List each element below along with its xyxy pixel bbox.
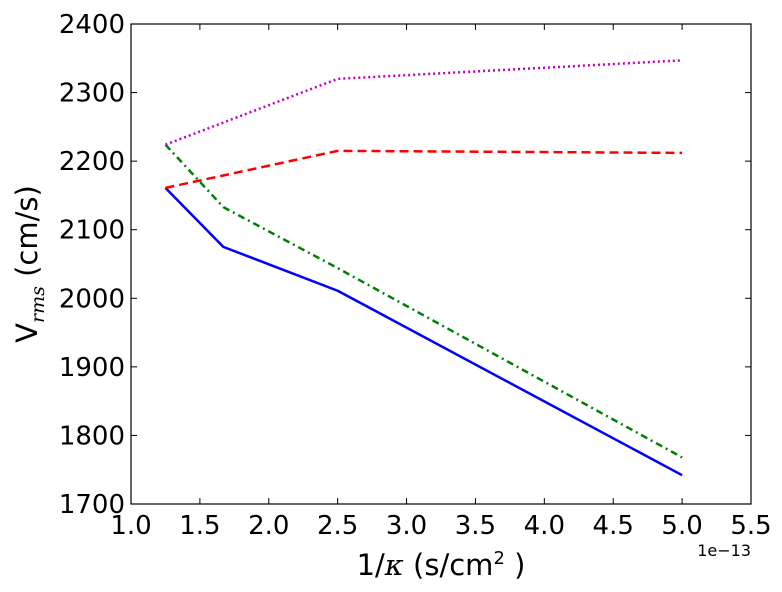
y-tick-label: 2200 <box>59 147 125 177</box>
x-tick-labels: 1.0 1.5 2.0 2.5 3.0 3.5 4.0 4.5 5.0 5.5 <box>110 511 771 541</box>
y-tick-label: 2000 <box>59 284 125 314</box>
x-tick-label: 1.5 <box>179 511 220 541</box>
y-tick-label: 2400 <box>59 10 125 40</box>
y-axis-label-subscript: rms <box>27 286 49 323</box>
x-axis-label-suffix: ) <box>505 548 526 582</box>
x-axis-label-unit: (s/cm <box>404 548 494 582</box>
series-line-4 <box>164 59 683 146</box>
y-tick-label: 1700 <box>59 490 125 520</box>
x-offset-label: 1e−13 <box>697 541 751 560</box>
series-line-3 <box>165 149 683 190</box>
x-tick-label: 1.0 <box>110 511 151 541</box>
plot-frame <box>130 23 752 505</box>
y-tick-label: 1800 <box>59 421 125 451</box>
x-tick-label: 3.5 <box>455 511 496 541</box>
x-axis-label: 1/κ (s/cm2 ) <box>357 548 526 582</box>
y-tick-label: 2100 <box>59 216 125 246</box>
series-layer <box>164 59 683 477</box>
y-tick-label: 1900 <box>59 353 125 383</box>
x-axis-label-symbol: κ <box>384 548 404 582</box>
series-line-2 <box>164 143 683 459</box>
x-tick-label: 4.5 <box>593 511 634 541</box>
series-line-1 <box>164 187 683 477</box>
x-tick-label: 2.0 <box>248 511 289 541</box>
y-axis-label-main: V <box>10 323 44 343</box>
x-axis-label-prefix: 1/ <box>357 548 385 582</box>
y-axis-label: Vrms (cm/s) <box>10 185 49 343</box>
x-tick-label: 3.0 <box>386 511 427 541</box>
y-tick-labels: 1700 1800 1900 2000 2100 2200 2300 2400 <box>59 10 125 520</box>
x-axis-label-superscript: 2 <box>493 548 504 569</box>
y-axis-label-unit: (cm/s) <box>10 185 44 286</box>
x-tick-label: 2.5 <box>317 511 358 541</box>
tick-layer <box>130 23 752 505</box>
x-tick-label: 5.5 <box>730 511 771 541</box>
y-tick-label: 2300 <box>59 79 125 109</box>
x-tick-label: 4.0 <box>524 511 565 541</box>
x-tick-label: 5.0 <box>661 511 702 541</box>
